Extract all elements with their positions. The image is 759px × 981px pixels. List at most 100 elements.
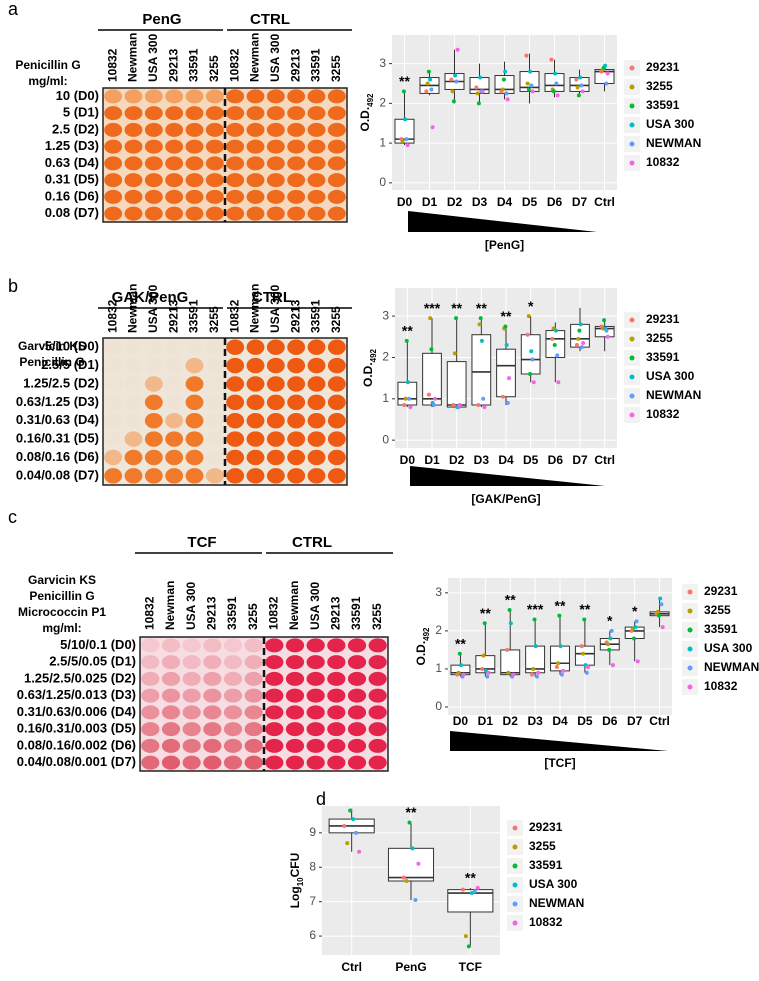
- well: [144, 376, 163, 392]
- well: [307, 173, 326, 188]
- well: [185, 394, 204, 411]
- y-axis-label: Log10CFU: [288, 853, 304, 909]
- legend-label: USA 300: [646, 117, 695, 131]
- well: [327, 431, 346, 447]
- well: [144, 139, 163, 154]
- well: [144, 156, 163, 171]
- well: [287, 394, 306, 411]
- well: [244, 638, 263, 653]
- well: [327, 671, 346, 686]
- y-axis-label-part: 10: [296, 877, 305, 886]
- well: [161, 738, 181, 753]
- legend-swatch: [687, 684, 693, 690]
- well: [182, 722, 201, 737]
- data-point: [507, 607, 512, 612]
- data-point: [404, 338, 409, 343]
- data-point: [426, 392, 431, 397]
- well: [368, 655, 387, 670]
- well: [327, 738, 346, 753]
- well: [347, 755, 367, 770]
- y-tick-label: 0: [382, 432, 389, 446]
- well: [165, 89, 184, 104]
- well: [144, 449, 163, 466]
- well: [185, 106, 204, 121]
- well: [246, 206, 265, 221]
- data-point: [416, 861, 421, 866]
- well: [182, 705, 201, 720]
- well: [285, 738, 305, 753]
- data-point: [460, 887, 465, 892]
- well: [265, 655, 284, 670]
- well: [144, 357, 163, 374]
- well: [104, 89, 123, 104]
- x-tick-label: Ctrl: [649, 714, 670, 728]
- data-point: [511, 672, 516, 677]
- data-point: [605, 334, 610, 339]
- well: [266, 156, 285, 171]
- plate-column-label: 33591: [225, 596, 239, 630]
- well: [244, 738, 263, 753]
- data-point: [413, 897, 418, 902]
- well: [246, 173, 265, 188]
- plate-column-label: USA 300: [184, 581, 198, 630]
- well: [141, 655, 160, 670]
- well: [307, 89, 326, 104]
- well: [205, 122, 224, 137]
- plate-caption: Penicillin G: [29, 589, 94, 603]
- well: [285, 671, 305, 686]
- well: [161, 671, 181, 686]
- data-point: [428, 316, 433, 321]
- well: [182, 671, 201, 686]
- well: [306, 688, 325, 703]
- well: [327, 755, 346, 770]
- legend-label: 29231: [646, 312, 680, 326]
- y-axis-label-part: Log: [288, 886, 302, 908]
- legend-swatch: [629, 393, 635, 399]
- x-tick-label: D2: [449, 453, 465, 467]
- well: [327, 339, 346, 355]
- well: [182, 688, 201, 703]
- box: [471, 334, 492, 406]
- well: [327, 206, 346, 221]
- significance: **: [579, 601, 590, 617]
- well: [165, 189, 184, 204]
- significance: **: [505, 592, 516, 608]
- data-point: [425, 81, 430, 86]
- well: [327, 705, 346, 720]
- well: [144, 394, 163, 411]
- data-point: [550, 336, 555, 341]
- legend-label: USA 300: [704, 641, 753, 655]
- well: [141, 671, 160, 686]
- legend-label: NEWMAN: [646, 388, 701, 402]
- well: [203, 638, 222, 653]
- plate-row-label: 1.25/2.5 (D2): [23, 375, 99, 390]
- x-tick-label: D3: [527, 714, 543, 728]
- box: [594, 325, 615, 338]
- x-tick-label: D4: [552, 714, 568, 728]
- plate-column-label: 10832: [227, 48, 241, 82]
- data-point: [576, 93, 581, 98]
- data-point: [456, 670, 461, 675]
- well: [306, 638, 325, 653]
- x-tick-label: D2: [447, 195, 463, 209]
- x-tick-label: Ctrl: [594, 453, 615, 467]
- plate-column-label: 29213: [288, 48, 302, 82]
- x-tick-label: D4: [498, 453, 514, 467]
- well: [141, 722, 160, 737]
- y-tick-label: 1: [379, 135, 386, 149]
- well: [327, 106, 346, 121]
- well: [246, 189, 265, 204]
- significance: **: [465, 870, 476, 886]
- well: [306, 755, 325, 770]
- well: [205, 89, 224, 104]
- plate-row-label: 5/10 (D0): [45, 339, 99, 354]
- plate-row-label: 1.25/2.5/0.025 (D2): [24, 670, 136, 685]
- well: [203, 738, 222, 753]
- well: [265, 688, 284, 703]
- plate-column-label: 3255: [370, 603, 384, 630]
- well: [161, 705, 181, 720]
- well: [203, 655, 222, 670]
- legend-swatch: [512, 863, 518, 869]
- plate-caption: Garvicin KS: [18, 339, 86, 353]
- box: [447, 889, 494, 913]
